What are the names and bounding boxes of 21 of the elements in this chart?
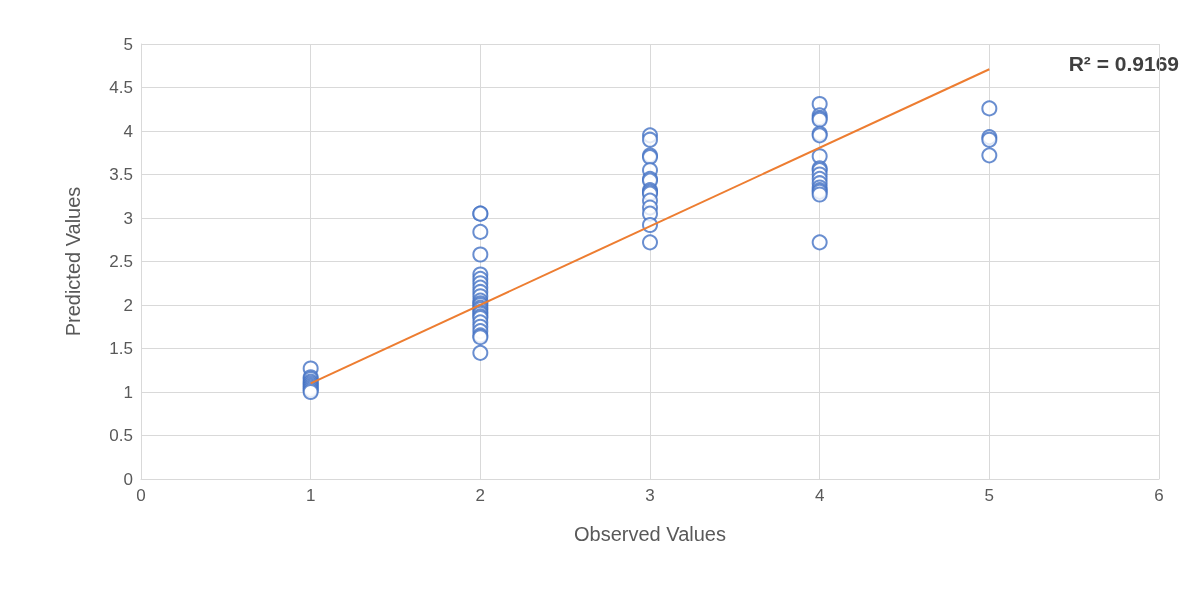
x-tick-label: 3 — [645, 486, 655, 505]
y-tick-label: 1.5 — [109, 339, 133, 358]
x-tick-label: 5 — [984, 486, 995, 505]
x-tick-label: 4 — [814, 486, 825, 505]
y-tick-label: 2.5 — [109, 252, 133, 271]
x-tick-label: 2 — [475, 486, 486, 505]
y-tick-label: 1 — [123, 382, 133, 402]
y-tick-label: 3.5 — [109, 165, 133, 184]
y-tick-label: 4 — [123, 121, 133, 141]
y-tick-label: 2 — [123, 295, 133, 315]
y-axis-title: Predicted Values — [62, 186, 84, 337]
x-axis-title: Observed Values — [574, 523, 726, 545]
y-tick-label: 5 — [123, 34, 133, 54]
x-tick-label: 6 — [1154, 486, 1164, 505]
y-tick-label: 0 — [123, 469, 133, 489]
y-tick-label: 3 — [123, 208, 133, 228]
y-tick-label: 0.5 — [109, 426, 133, 445]
y-tick-label: 4.5 — [109, 78, 133, 97]
x-tick-label: 0 — [136, 486, 146, 505]
x-tick-label: 1 — [305, 486, 316, 505]
annotation: R² = 0.9169 — [1068, 52, 1180, 75]
